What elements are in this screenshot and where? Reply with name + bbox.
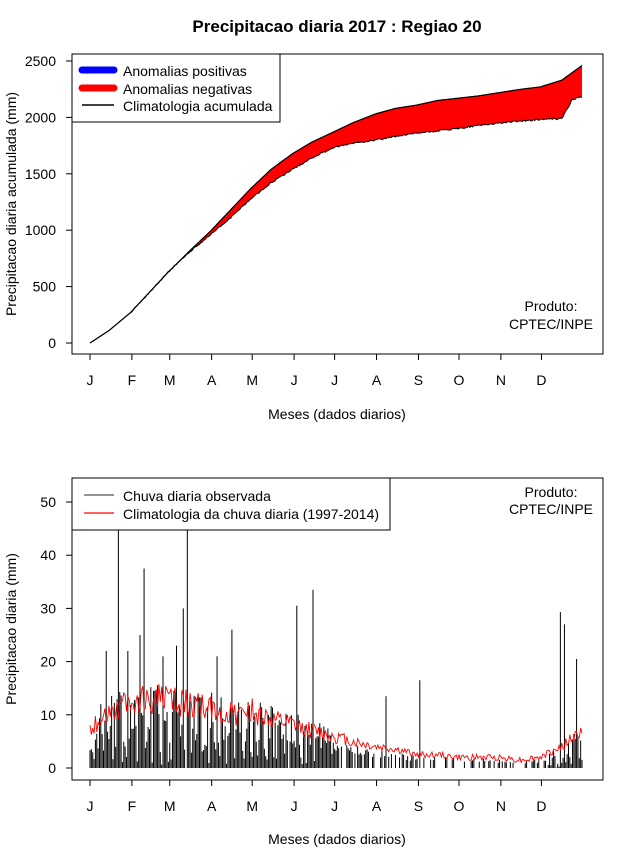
top-y-tick-label: 1500 [25, 166, 56, 182]
bottom-y-tick-label: 0 [48, 760, 56, 776]
bottom-y-axis-label: Precipitacao diaria (mm) [3, 553, 19, 705]
top-plot-marks [89, 65, 583, 344]
top-x-tick-label: A [207, 372, 217, 388]
top-plot-frame [71, 53, 604, 355]
bottom-x-tick-label: S [414, 798, 423, 814]
bottom-product-source: CPTEC/INPE [509, 501, 593, 517]
top-x-tick-label: D [536, 372, 546, 388]
bottom-y-tick-label: 40 [40, 547, 56, 563]
bottom-y-axis: 0 10 20 30 40 50 [40, 494, 72, 776]
bottom-legend: Chuva diaria observada Climatologia da c… [71, 477, 391, 531]
bottom-y-tick-label: 30 [40, 600, 56, 616]
climatology-cumulative-line [89, 65, 583, 344]
top-x-tick-label: N [496, 372, 506, 388]
bottom-x-tick-label: A [207, 798, 217, 814]
top-x-tick-label: F [128, 372, 137, 388]
bottom-x-tick-label: N [496, 798, 506, 814]
bottom-y-tick-label: 50 [40, 494, 56, 510]
bottom-y-tick-label: 10 [40, 707, 56, 723]
top-x-tick-label: J [87, 372, 94, 388]
top-legend: Anomalias positivas Anomalias negativas … [71, 53, 281, 123]
legend-positive-label: Anomalias positivas [123, 63, 247, 79]
top-x-axis-label: Meses (dados diarios) [268, 406, 406, 422]
negative-anomaly-area [90, 65, 582, 344]
legend-observed-label: Chuva diaria observada [123, 488, 271, 504]
bottom-x-tick-label: M [246, 798, 258, 814]
climatology-daily-line [89, 684, 583, 764]
top-y-tick-label: 0 [48, 335, 56, 351]
bottom-x-tick-label: D [536, 798, 546, 814]
bottom-x-tick-label: M [164, 798, 176, 814]
top-y-tick-label: 2000 [25, 109, 56, 125]
bottom-x-tick-label: O [454, 798, 465, 814]
top-x-tick-label: M [246, 372, 258, 388]
chart-title: Precipitacao diaria 2017 : Regiao 20 [192, 17, 481, 36]
bottom-x-tick-label: J [291, 798, 298, 814]
top-x-tick-label: S [414, 372, 423, 388]
bottom-x-tick-label: A [372, 798, 382, 814]
bottom-x-tick-label: J [87, 798, 94, 814]
bottom-x-tick-label: F [128, 798, 137, 814]
legend-climatology-label: Climatologia acumulada [123, 98, 273, 114]
top-y-tick-label: 500 [33, 279, 57, 295]
bottom-x-axis-label: Meses (dados diarios) [268, 831, 406, 847]
bottom-x-tick-label: J [331, 798, 338, 814]
legend-negative-label: Anomalias negativas [123, 81, 252, 97]
bottom-product-label: Produto: [525, 484, 578, 500]
top-x-tick-label: J [331, 372, 338, 388]
bottom-y-tick-label: 20 [40, 654, 56, 670]
bottom-plot-marks [89, 528, 583, 768]
top-x-tick-label: O [454, 372, 465, 388]
top-x-tick-label: M [164, 372, 176, 388]
top-x-tick-label: A [372, 372, 382, 388]
bottom-legend-box [71, 477, 391, 531]
legend-clim-daily-label: Climatologia da chuva diaria (1997-2014) [123, 506, 379, 522]
top-y-tick-label: 2500 [25, 53, 56, 69]
top-y-axis: 0 500 1000 1500 2000 2500 [25, 53, 72, 351]
top-product-source: CPTEC/INPE [509, 316, 593, 332]
top-y-axis-label: Precipitacao diaria acumulada (mm) [3, 92, 19, 316]
top-y-tick-label: 1000 [25, 222, 56, 238]
top-product-label: Produto: [525, 298, 578, 314]
top-x-tick-label: J [291, 372, 298, 388]
